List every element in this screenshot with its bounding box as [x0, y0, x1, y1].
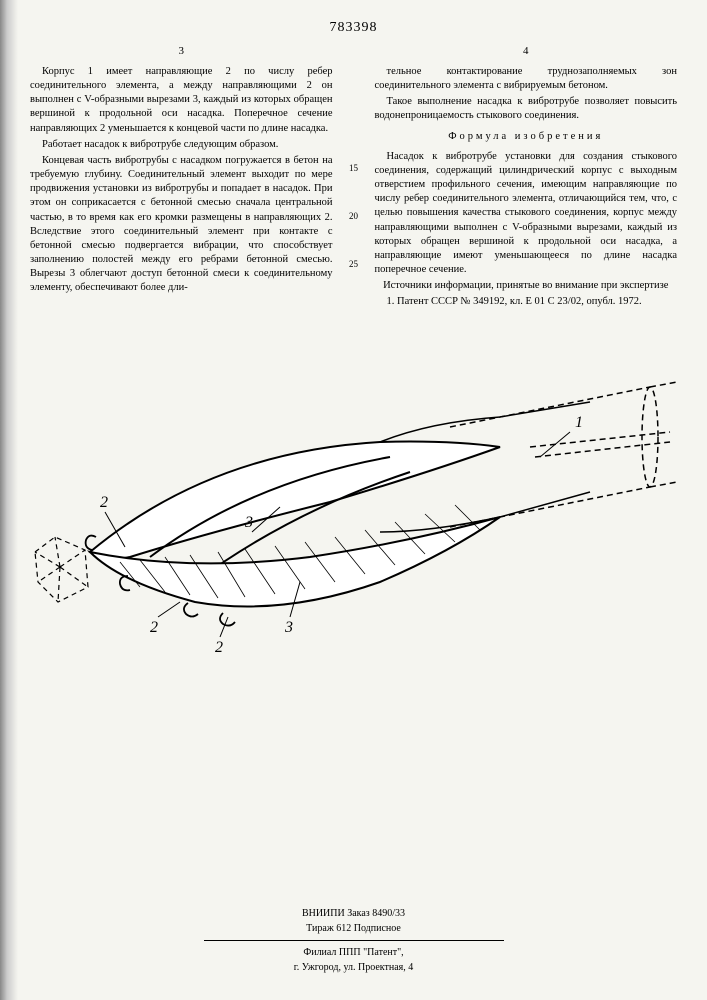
line-marker: 20	[347, 210, 361, 222]
patent-page: 783398 3 Корпус 1 имеет направляющие 2 п…	[0, 0, 707, 702]
left-column: 3 Корпус 1 имеет направляющие 2 по числу…	[30, 44, 333, 312]
line-marker: 25	[347, 258, 361, 270]
para: Такое выполнение насадка к вибротрубе по…	[375, 95, 678, 123]
para: Корпус 1 имеет направляющие 2 по числу р…	[30, 65, 333, 136]
left-col-number: 3	[30, 44, 333, 59]
callout-label: 2	[215, 639, 223, 656]
footer-divider	[204, 940, 504, 941]
footer-line1: ВНИИПИ Заказ 8490/33	[0, 906, 707, 921]
sources-heading: Источники информации, принятые во вниман…	[375, 279, 678, 293]
callout-label: 2	[100, 494, 108, 511]
nozzle-diagram-svg: 1 2 2 2 3 3	[30, 332, 677, 682]
para: Насадок к вибротрубе установки для созда…	[375, 150, 678, 278]
footer-line2: Тираж 612 Подписное	[0, 921, 707, 936]
para: Работает насадок к вибротрубе следующим …	[30, 138, 333, 152]
para: Концевая часть вибротрубы с насадком пог…	[30, 154, 333, 296]
right-column: 4 тельное контактирование труднозаполняе…	[375, 44, 678, 312]
line-number-gutter: 15 20 25	[347, 44, 361, 312]
footer-line3: Филиал ППП "Патент",	[0, 945, 707, 960]
line-marker: 15	[347, 162, 361, 174]
technical-figure: 1 2 2 2 3 3	[30, 332, 677, 682]
formula-title: Формула изобретения	[375, 130, 678, 144]
callout-label: 3	[284, 619, 293, 636]
text-columns: 3 Корпус 1 имеет направляющие 2 по числу…	[30, 44, 677, 312]
callout-label: 3	[244, 514, 253, 531]
callout-label: 1	[575, 414, 583, 431]
footer-line4: г. Ужгород, ул. Проектная, 4	[0, 960, 707, 975]
para: 1. Патент СССР № 349192, кл. E 01 C 23/0…	[375, 295, 678, 309]
imprint-footer: ВНИИПИ Заказ 8490/33 Тираж 612 Подписное…	[0, 906, 707, 975]
callout-label: 2	[150, 619, 158, 636]
para: тельное контактирование труднозаполняемы…	[375, 65, 678, 93]
right-col-number: 4	[375, 44, 678, 59]
document-number: 783398	[30, 20, 677, 36]
